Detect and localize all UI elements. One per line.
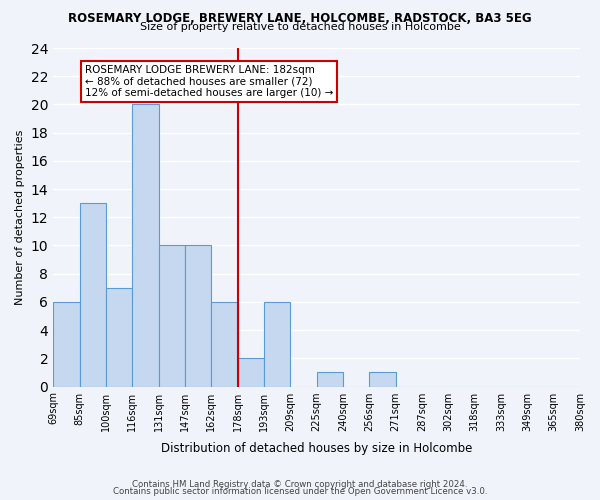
Text: Size of property relative to detached houses in Holcombe: Size of property relative to detached ho… [140, 22, 460, 32]
Bar [369, 372, 395, 386]
Text: ROSEMARY LODGE, BREWERY LANE, HOLCOMBE, RADSTOCK, BA3 5EG: ROSEMARY LODGE, BREWERY LANE, HOLCOMBE, … [68, 12, 532, 26]
Bar [158, 246, 185, 386]
Text: ROSEMARY LODGE BREWERY LANE: 182sqm
← 88% of detached houses are smaller (72)
12: ROSEMARY LODGE BREWERY LANE: 182sqm ← 88… [85, 65, 333, 98]
Bar [106, 288, 132, 386]
Bar [264, 302, 290, 386]
Bar [132, 104, 158, 386]
Text: Contains HM Land Registry data © Crown copyright and database right 2024.: Contains HM Land Registry data © Crown c… [132, 480, 468, 489]
Bar [317, 372, 343, 386]
Bar [211, 302, 238, 386]
Text: Contains public sector information licensed under the Open Government Licence v3: Contains public sector information licen… [113, 487, 487, 496]
Bar [53, 302, 80, 386]
X-axis label: Distribution of detached houses by size in Holcombe: Distribution of detached houses by size … [161, 442, 472, 455]
Bar [238, 358, 264, 386]
Y-axis label: Number of detached properties: Number of detached properties [15, 130, 25, 305]
Bar [80, 203, 106, 386]
Bar [185, 246, 211, 386]
